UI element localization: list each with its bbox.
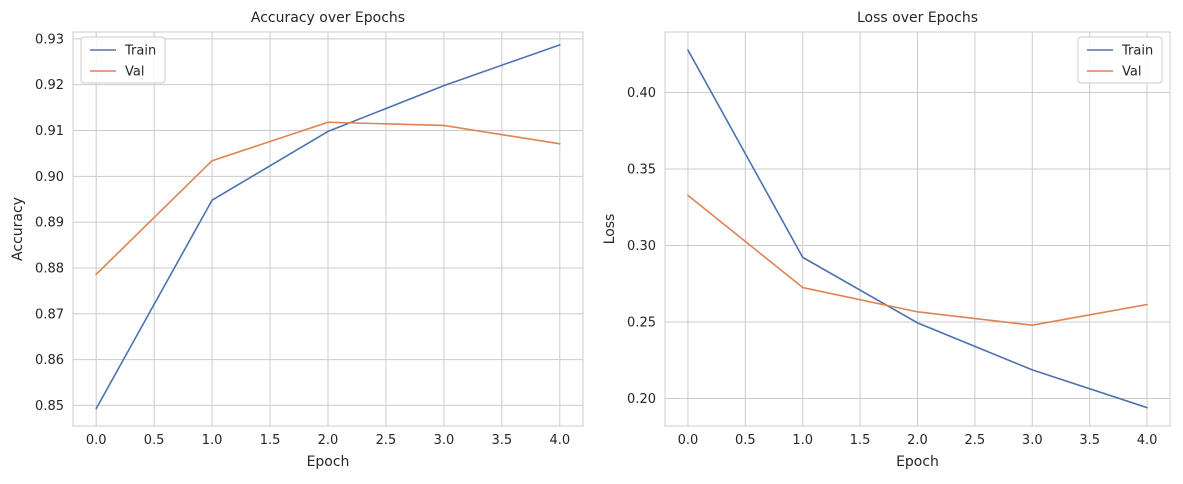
loss-y-tick-label: 0.25	[627, 315, 656, 330]
accuracy-x-tick-label: 0.5	[144, 433, 165, 448]
loss-legend-label-train: Train	[1121, 44, 1153, 59]
loss-series-val-line	[687, 194, 1148, 326]
accuracy-x-tick-label: 1.0	[202, 433, 223, 448]
loss-x-tick-label: 1.5	[850, 433, 871, 448]
accuracy-x-tick-label: 2.5	[376, 433, 397, 448]
accuracy-x-tick-label: 3.0	[434, 433, 455, 448]
accuracy-series-train-line	[95, 44, 561, 410]
loss-y-tick-label: 0.20	[627, 392, 656, 407]
loss-y-tick-label: 0.35	[627, 162, 656, 177]
accuracy-y-tick-label: 0.87	[35, 307, 64, 322]
loss-x-tick-label: 3.0	[1022, 433, 1043, 448]
accuracy-y-tick-label: 0.90	[35, 170, 64, 185]
loss-y-tick-label: 0.30	[627, 239, 656, 254]
loss-x-axis-label: Epoch	[896, 454, 939, 470]
loss-chart-title: Loss over Epochs	[857, 10, 978, 26]
loss-series-train-line	[687, 49, 1148, 409]
accuracy-y-tick-label: 0.85	[35, 399, 64, 414]
accuracy-y-tick-label: 0.91	[35, 124, 64, 139]
accuracy-x-tick-label: 0.0	[86, 433, 107, 448]
loss-x-tick-label: 1.0	[792, 433, 813, 448]
accuracy-x-axis-label: Epoch	[307, 454, 350, 470]
loss-x-tick-label: 0.5	[735, 433, 756, 448]
accuracy-x-tick-label: 4.0	[549, 433, 570, 448]
loss-legend: Train Val	[1077, 36, 1163, 84]
accuracy-y-tick-label: 0.88	[35, 261, 64, 276]
accuracy-y-axis-label: Accuracy	[10, 197, 26, 261]
accuracy-legend: Train Val	[80, 36, 166, 84]
loss-plot-frame	[664, 31, 1171, 427]
loss-y-tick-label: 0.40	[627, 86, 656, 101]
loss-x-tick-label: 2.5	[965, 433, 986, 448]
accuracy-series-val-line	[95, 121, 561, 276]
accuracy-plot-frame	[72, 31, 584, 427]
accuracy-legend-label-val: Val	[125, 65, 144, 80]
accuracy-y-tick-label: 0.92	[35, 78, 64, 93]
loss-x-tick-label: 2.0	[907, 433, 928, 448]
accuracy-x-tick-label: 1.5	[260, 433, 281, 448]
loss-chart: 0.0 0.5 1.0 1.5 2.0 2.5 3.0 3.5 4.0 0.20 0.25 0.30 0…	[602, 10, 1171, 470]
loss-y-axis-label: Loss	[602, 214, 618, 245]
accuracy-chart-title: Accuracy over Epochs	[251, 10, 405, 26]
accuracy-legend-label-train: Train	[124, 44, 156, 59]
accuracy-x-tick-label: 3.5	[492, 433, 513, 448]
loss-x-tick-label: 4.0	[1137, 433, 1158, 448]
accuracy-y-tick-label: 0.93	[35, 32, 64, 47]
accuracy-chart: 0.0 0.5 1.0 1.5 2.0 2.5 3.0 3.5 4.0 0.85 0.86 0.87 0…	[10, 10, 584, 470]
accuracy-x-tick-label: 2.0	[318, 433, 339, 448]
accuracy-y-tick-label: 0.89	[35, 216, 64, 231]
loss-legend-label-val: Val	[1122, 65, 1141, 80]
loss-x-tick-label: 0.0	[678, 433, 699, 448]
loss-x-tick-label: 3.5	[1079, 433, 1100, 448]
accuracy-y-tick-label: 0.86	[35, 353, 64, 368]
